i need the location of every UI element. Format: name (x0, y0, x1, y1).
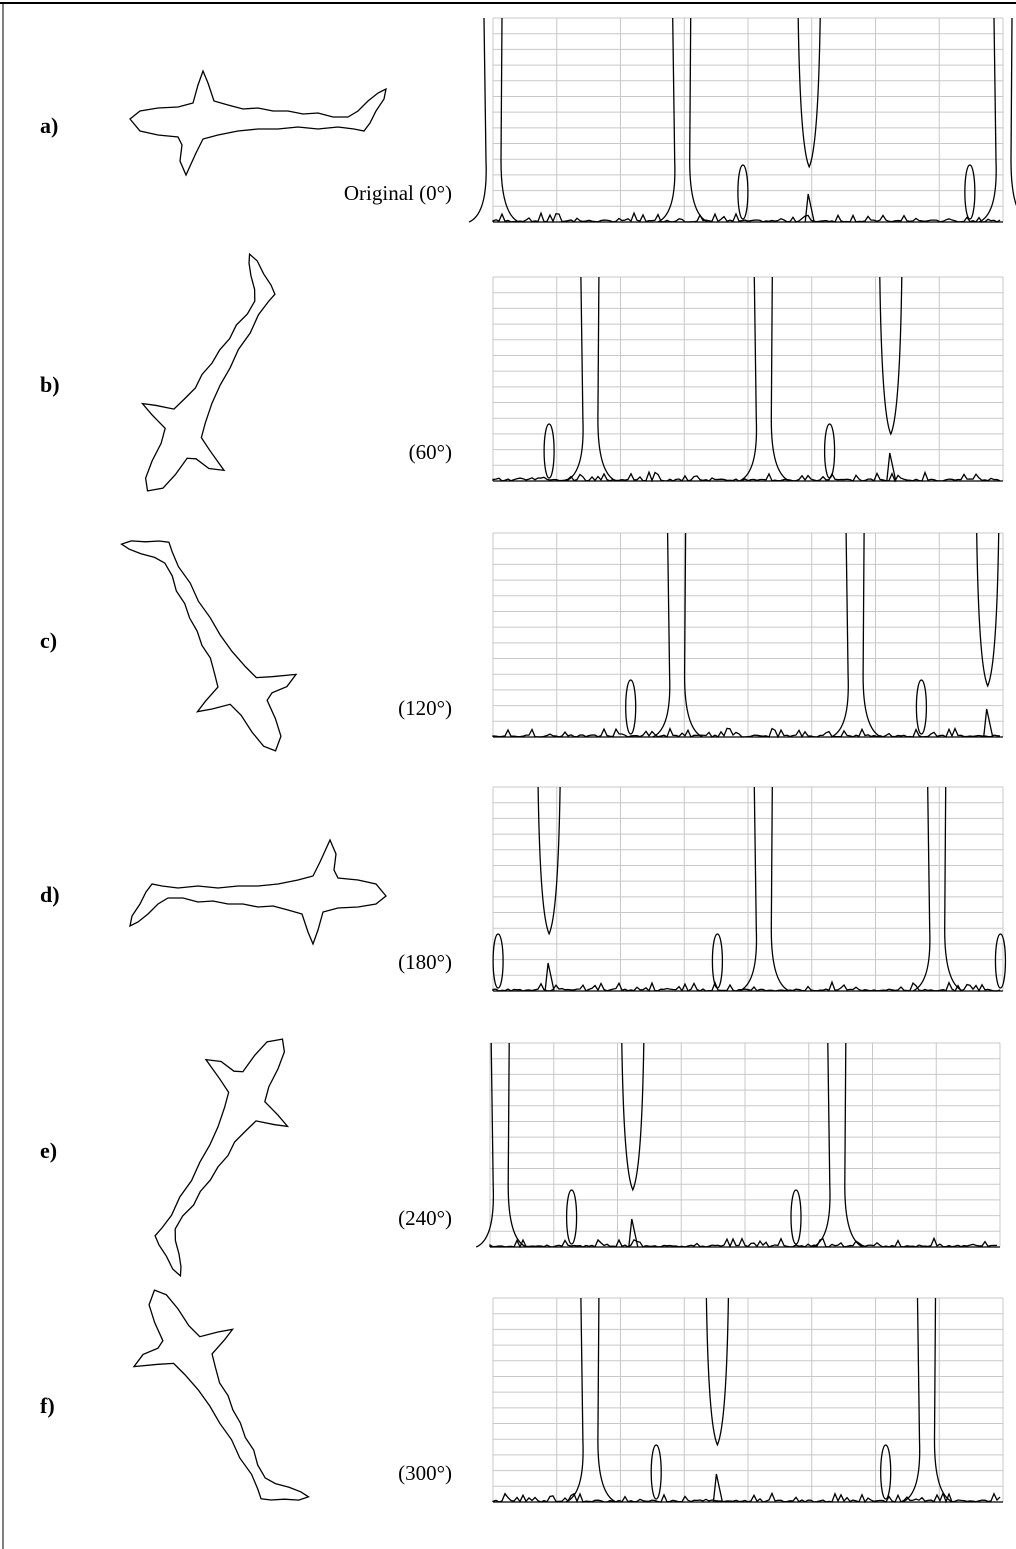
panel-label: d) (40, 882, 60, 907)
signature-loop (565, 1189, 578, 1245)
plot-grid (489, 1042, 1001, 1248)
panel-label: a) (40, 113, 58, 138)
signature-loop (625, 679, 637, 735)
signature-noise (492, 1491, 1001, 1504)
shark-outline (140, 252, 276, 492)
panel-caption: (60°) (409, 440, 452, 464)
plot-grid (492, 1297, 1004, 1503)
signature-peak (739, 276, 790, 482)
signature-peak (978, 17, 1016, 223)
panel-label: b) (40, 372, 60, 397)
signature-peak (565, 276, 617, 482)
panel-caption: (180°) (398, 950, 452, 974)
signature-peak (468, 17, 520, 223)
plot-grid (492, 532, 1004, 738)
plot-grid (492, 786, 1004, 992)
signature-peak (565, 1297, 617, 1503)
panel-caption: Original (0°) (344, 181, 452, 205)
signature-peak (537, 786, 561, 992)
panel: d) (180°) (40, 786, 1007, 993)
signature-loop (737, 164, 749, 220)
signature-peak (621, 1042, 645, 1248)
panel-label: e) (40, 1138, 57, 1163)
panel: e) (240°) (40, 1038, 1001, 1278)
signature-loop (790, 1189, 802, 1245)
signature-peak (797, 17, 821, 223)
signature-loop (994, 933, 1007, 989)
panel: c) (120°) (40, 532, 1004, 752)
panel-caption: (240°) (398, 1206, 452, 1230)
shark-outline (129, 838, 387, 946)
signature-loop (880, 1444, 892, 1500)
signature-peak (739, 786, 790, 992)
shark-outline (129, 69, 387, 177)
signature-loop (492, 933, 504, 989)
signature-loop (711, 933, 724, 989)
signature-peak (879, 276, 903, 482)
signature-loop (543, 423, 555, 479)
signature-peak (705, 1297, 730, 1503)
panel-label: c) (40, 628, 57, 653)
plot-grid (492, 276, 1004, 482)
panel-label: f) (40, 1393, 55, 1418)
signature-noise (492, 470, 1001, 483)
panel: a) Original (0°) (40, 17, 1016, 223)
panel: b) (60°) (40, 252, 1004, 492)
shark-outline (120, 540, 298, 752)
signature-noise (492, 211, 1001, 223)
signature-peak (652, 532, 703, 738)
signature-peak (912, 786, 964, 992)
signature-peak (830, 532, 882, 738)
signature-noise (489, 1236, 998, 1249)
signature-noise (492, 980, 1001, 993)
signature-loop (915, 679, 928, 735)
signature-noise (492, 726, 1001, 739)
shark-outline (154, 1038, 290, 1278)
panel-caption: (300°) (398, 1461, 452, 1485)
panel: f) (300°) (40, 1289, 1004, 1504)
signature-loop (823, 423, 836, 479)
signature-peak (475, 1042, 527, 1248)
shark-outline (132, 1289, 310, 1501)
signature-peak (976, 532, 1000, 738)
signature-peak (812, 1042, 864, 1248)
signature-loop (964, 164, 976, 220)
signature-peak (902, 1297, 953, 1503)
panel-caption: (120°) (398, 696, 452, 720)
signature-loop (650, 1444, 662, 1500)
signature-peak (657, 17, 709, 223)
